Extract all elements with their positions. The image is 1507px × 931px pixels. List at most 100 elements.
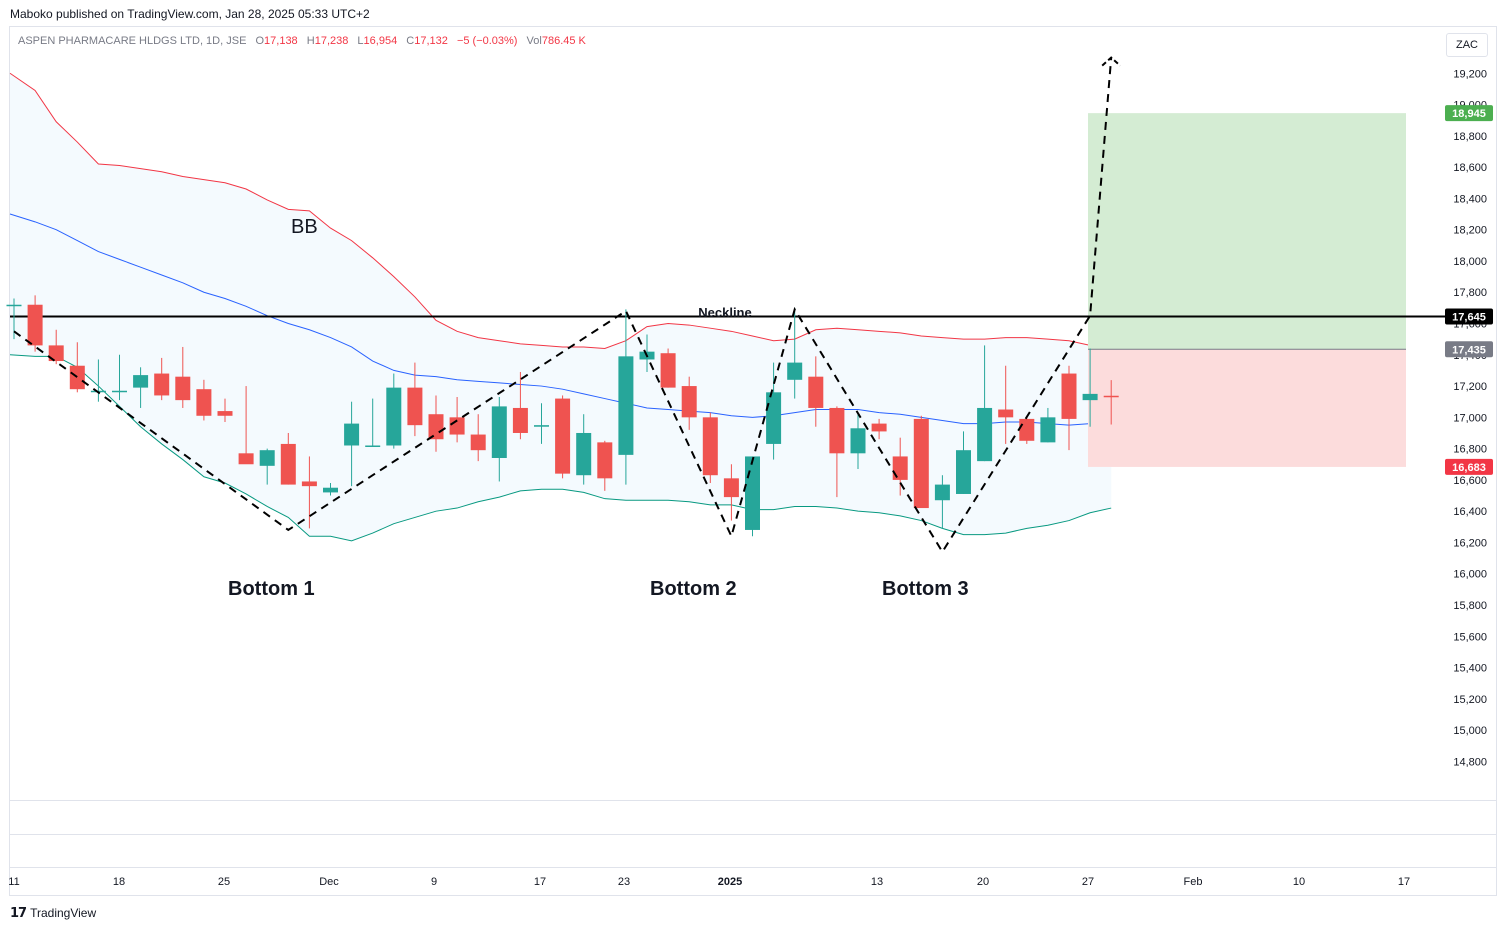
candle-body [829, 407, 845, 454]
long-position-tool[interactable] [1088, 113, 1406, 467]
footer-brand-text: TradingView [30, 906, 97, 920]
candle [154, 357, 170, 401]
candle-body [745, 456, 760, 530]
price-tick-label: 18,200 [1453, 225, 1487, 237]
candle [48, 329, 64, 365]
candle-body [133, 375, 149, 388]
publisher-text: Maboko published on TradingView.com, Jan… [10, 7, 370, 21]
candle-body [892, 456, 908, 480]
candle [90, 359, 106, 402]
candle-body [534, 425, 549, 427]
candle [470, 414, 486, 462]
candle-body [491, 406, 507, 459]
open-value: 17,138 [264, 35, 298, 47]
volume-value: 786.45 K [541, 35, 586, 47]
candle-body [238, 453, 254, 465]
candle-body [1040, 417, 1056, 443]
candle [112, 354, 127, 401]
stop-price-tag-bg [1445, 458, 1493, 475]
candle-body [871, 423, 887, 432]
candle [301, 456, 317, 529]
candle [428, 395, 444, 452]
candle [133, 367, 149, 408]
candle [892, 437, 908, 496]
neckline-price-tag-bg [1445, 308, 1493, 325]
time-tick-label: 18 [113, 876, 125, 888]
entry-price-tag-bg [1445, 341, 1493, 358]
price-tick-label: 15,400 [1453, 663, 1487, 675]
time-tick-label: 17 [534, 876, 546, 888]
candle-body [681, 386, 697, 418]
currency-button[interactable]: ZAC [1446, 33, 1488, 57]
price-tick-label: 17,400 [1453, 350, 1487, 362]
price-tick-label: 16,200 [1453, 537, 1487, 549]
low-value: 16,954 [363, 35, 398, 47]
candle [407, 362, 423, 437]
candle-body [555, 398, 571, 474]
price-tick-label: 18,600 [1453, 162, 1487, 174]
bb-background-fill [10, 73, 1112, 541]
footer-brand[interactable]: 𝟭𝟳 TradingView [10, 905, 96, 921]
target-zone [1088, 113, 1406, 350]
bottom-3-label: Bottom 3 [882, 578, 969, 600]
candle-body [175, 376, 191, 401]
price-axis[interactable]: 19,200 19,000 18,800 18,600 18,400 18,200 18,0… [1445, 68, 1493, 768]
price-tick-label: 17,000 [1453, 412, 1487, 424]
candle-body [660, 353, 676, 388]
entry-price-tag: 17,435 [1452, 344, 1486, 356]
bottom-2-label: Bottom 2 [650, 578, 737, 600]
candle [977, 345, 993, 462]
candle [829, 406, 845, 498]
time-tick-label: 27 [1082, 876, 1094, 888]
candle-body [428, 414, 444, 440]
time-tick-label: 25 [218, 876, 230, 888]
candle [913, 415, 929, 509]
candle [639, 334, 655, 372]
candle-body [1061, 373, 1077, 419]
candle-body [27, 304, 43, 346]
candle-body [217, 411, 233, 416]
candle [491, 397, 507, 482]
candle-body [386, 387, 402, 446]
candle [808, 356, 824, 427]
candle-body [913, 418, 929, 509]
price-tick-label: 15,600 [1453, 631, 1487, 643]
candle-body [808, 376, 824, 408]
candle-body [850, 428, 866, 454]
price-tick-label: 19,000 [1453, 100, 1487, 112]
change-value: −5 (−0.03%) [456, 35, 518, 47]
zigzag-pattern-drawing[interactable] [13, 56, 1121, 554]
candle-body [196, 389, 212, 416]
candle [512, 371, 528, 440]
candle [6, 298, 22, 340]
candle-body [1103, 395, 1119, 398]
bb-upper-line [9, 72, 1112, 350]
candle [1082, 348, 1098, 427]
time-axis[interactable]: 11 18 25 Dec 9 17 23 2025 13 20 27 Feb 10 17 [8, 876, 1410, 888]
price-tick-label: 15,800 [1453, 600, 1487, 612]
candle-body [766, 392, 782, 444]
candle [597, 440, 613, 491]
time-tick-label: Feb [1184, 876, 1203, 888]
symbol-name: ASPEN PHARMACARE HLDGS LTD, 1D, JSE [18, 35, 247, 47]
price-tick-label: 18,000 [1453, 256, 1487, 268]
candle-body [470, 434, 486, 451]
candle-body [787, 362, 803, 380]
candle [323, 483, 338, 496]
candle-body [512, 407, 528, 433]
candle-body [576, 432, 592, 476]
chart-frame [9, 26, 1497, 896]
stop-price-tag: 16,683 [1452, 462, 1486, 474]
price-tick-label: 16,000 [1453, 569, 1487, 581]
candle-body [1019, 418, 1035, 441]
candle [1040, 407, 1056, 443]
candle-body [597, 442, 613, 479]
volume-label: Vol [526, 35, 542, 47]
candle [660, 348, 676, 388]
candle [956, 431, 971, 494]
symbol-legend: ASPEN PHARMACARE HLDGS LTD, 1D, JSE O17,… [18, 35, 586, 47]
candle [766, 362, 782, 460]
candle [1061, 365, 1077, 451]
candle [238, 386, 254, 465]
